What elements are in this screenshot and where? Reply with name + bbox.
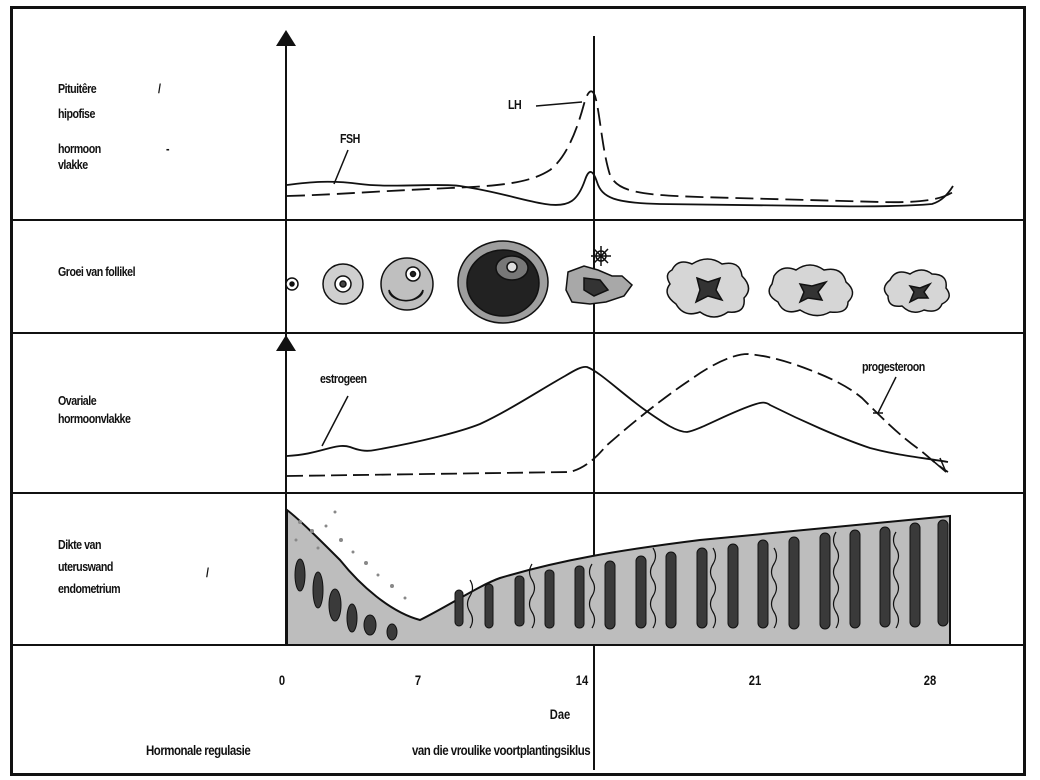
lh-label-pointer	[535, 101, 583, 107]
ovarian-label-line-1: Ovariale	[58, 393, 97, 408]
day-tick-0: 0	[278, 672, 286, 688]
uterus-mark-slash: /	[206, 565, 209, 580]
glands-right	[454, 519, 949, 630]
day-tick-14: 14	[575, 672, 589, 688]
corpus-luteum-3	[883, 269, 950, 313]
follicle-stage-4	[457, 240, 549, 324]
follicle-ovulation	[565, 246, 634, 305]
endometrium-surface	[286, 507, 951, 646]
y-axis-arrow-top	[276, 30, 296, 46]
figure-frame	[10, 6, 1026, 776]
uterus-label-line-3: endometrium	[58, 581, 121, 596]
follicle-label: Groei van follikel	[58, 264, 136, 279]
fsh-curve	[286, 171, 954, 208]
pituitary-label-line-3: hormoon	[58, 141, 101, 156]
spiral-arteries	[466, 531, 900, 629]
caption-left: Hormonale regulasie	[146, 742, 251, 758]
pituitary-mark-dash: -	[166, 141, 170, 156]
uterus-label-line-2: uteruswand	[58, 559, 113, 574]
fsh-label-pointer	[333, 149, 349, 185]
day-tick-7: 7	[414, 672, 422, 688]
follicle-stage-1	[285, 277, 299, 291]
lh-curve	[286, 90, 954, 204]
corpus-luteum-2	[768, 264, 854, 317]
pituitary-label-line-2: hipofise	[58, 106, 95, 121]
ovarian-label-line-2: hormoonvlakke	[58, 411, 131, 426]
uterus-label-line-1: Dikte van	[58, 537, 101, 552]
day-axis-label: Dae	[549, 706, 571, 722]
pituitary-label-line-4: vlakke	[58, 157, 88, 172]
day-tick-28: 28	[923, 672, 937, 688]
shedding-speckles	[294, 510, 407, 600]
follicle-stage-2	[322, 263, 364, 305]
estrogen-label: estrogeen	[320, 371, 367, 386]
progesterone-end-mark	[931, 457, 947, 473]
progesterone-label: progesteroon	[862, 359, 925, 374]
follicle-stage-3	[380, 257, 434, 311]
pituitary-mark-slash: /	[158, 81, 161, 96]
caption-right: van die vroulike voortplantingsiklus	[412, 742, 591, 758]
y-axis-arrow-middle	[276, 335, 296, 351]
progesterone-label-pointer	[877, 376, 897, 414]
estrogen-curve	[286, 365, 949, 463]
lh-label: LH	[508, 97, 522, 112]
day-tick-21: 21	[748, 672, 762, 688]
estrogen-label-pointer	[321, 395, 349, 447]
progesterone-curve	[286, 353, 949, 477]
corpus-luteum-1	[666, 258, 750, 318]
fsh-label: FSH	[340, 131, 360, 146]
pituitary-label-line-1: Pituitêre	[58, 81, 97, 96]
glands-left	[294, 558, 398, 641]
